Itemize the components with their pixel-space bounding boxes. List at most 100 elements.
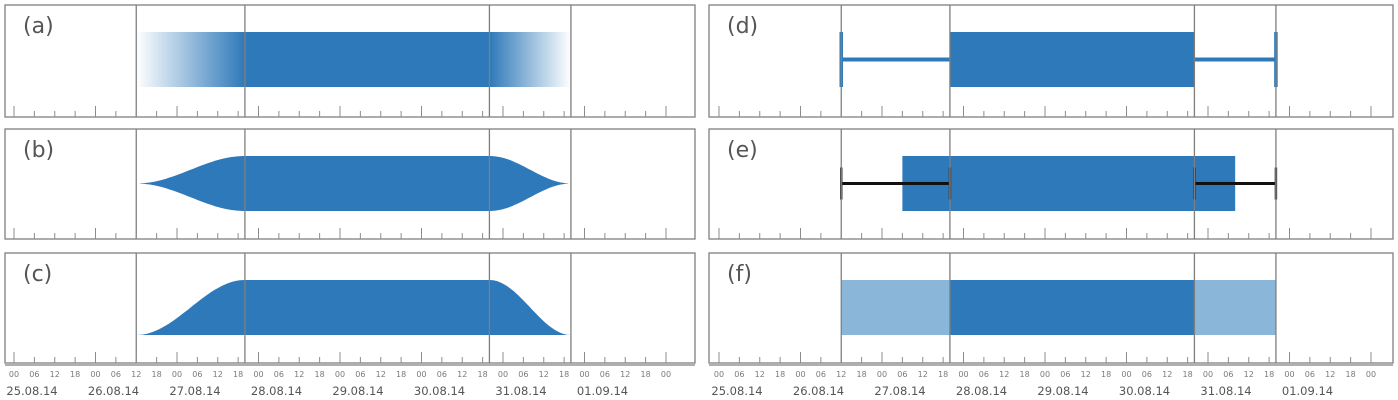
hour-tick-label: 06 — [979, 370, 989, 379]
date-tick-label: 30.08.14 — [1119, 384, 1170, 398]
hour-tick-label: 06 — [1223, 370, 1233, 379]
hour-tick-label: 18 — [559, 370, 569, 379]
hour-tick-label: 12 — [1081, 370, 1091, 379]
hour-tick-label: 18 — [70, 370, 80, 379]
hour-tick-label: 06 — [355, 370, 365, 379]
date-tick-label: 01.09.14 — [577, 384, 628, 398]
hour-tick-label: 18 — [233, 370, 243, 379]
date-tick-label: 31.08.14 — [495, 384, 546, 398]
hour-tick-label: 06 — [29, 370, 39, 379]
panel-label-e: (e) — [727, 138, 758, 163]
hour-tick-label: 18 — [1020, 370, 1030, 379]
panel-d: (d) — [708, 4, 1394, 118]
date-tick-label: 25.08.14 — [711, 384, 762, 398]
hour-tick-label: 00 — [90, 370, 100, 379]
date-tick-label: 28.08.14 — [251, 384, 302, 398]
certain-interval-bar — [244, 32, 490, 87]
hour-tick-label: 00 — [958, 370, 968, 379]
uncertain-start-gradient — [136, 32, 245, 87]
hour-tick-label: 12 — [755, 370, 765, 379]
hour-tick-label: 12 — [294, 370, 304, 379]
hour-tick-label: 06 — [1305, 370, 1315, 379]
certain-interval-box — [949, 280, 1195, 335]
hour-tick-label: 18 — [938, 370, 948, 379]
hour-tick-label: 00 — [795, 370, 805, 379]
hour-tick-label: 06 — [600, 370, 610, 379]
hour-tick-label: 06 — [518, 370, 528, 379]
date-tick-label: 29.08.14 — [1037, 384, 1088, 398]
hour-tick-label: 12 — [620, 370, 630, 379]
hour-tick-label: 12 — [836, 370, 846, 379]
hour-tick-label: 00 — [714, 370, 724, 379]
hour-tick-label: 06 — [897, 370, 907, 379]
uncertain-start-box — [841, 280, 950, 335]
panel-c: (c) — [4, 252, 696, 364]
hour-tick-label: 18 — [315, 370, 325, 379]
hour-tick-label: 12 — [457, 370, 467, 379]
panel-label-b: (b) — [23, 138, 54, 163]
time-axis-layer: 00 06 12 18 00 06 12 18 00 06 12 18 00 06 12 18 00 06 12 18… — [5, 364, 1393, 398]
date-tick-label: 01.09.14 — [1282, 384, 1333, 398]
uncertain-end-gradient — [489, 32, 571, 87]
hour-tick-label: 00 — [1121, 370, 1131, 379]
hour-tick-label: 12 — [131, 370, 141, 379]
uncertain-end-box — [1194, 280, 1276, 335]
panel-label-f: (f) — [727, 262, 752, 287]
hour-tick-label: 12 — [1244, 370, 1254, 379]
hour-tick-label: 00 — [253, 370, 263, 379]
hour-tick-label: 06 — [1142, 370, 1152, 379]
hour-tick-label: 12 — [999, 370, 1009, 379]
certain-interval-box — [949, 32, 1195, 87]
hour-tick-label: 18 — [396, 370, 406, 379]
hour-tick-label: 00 — [877, 370, 887, 379]
hour-tick-label: 18 — [478, 370, 488, 379]
panel-e: (e) — [708, 128, 1394, 240]
panel-f: (f) — [708, 252, 1394, 364]
hour-tick-label: 18 — [857, 370, 867, 379]
date-tick-label: 29.08.14 — [332, 384, 383, 398]
hour-tick-label: 12 — [1325, 370, 1335, 379]
hour-tick-label: 00 — [498, 370, 508, 379]
extended-interval-box — [902, 156, 1236, 211]
hour-tick-label: 00 — [9, 370, 19, 379]
hour-tick-label: 00 — [172, 370, 182, 379]
date-tick-label: 27.08.14 — [169, 384, 220, 398]
hour-tick-label: 18 — [641, 370, 651, 379]
hour-tick-label: 00 — [1284, 370, 1294, 379]
hour-tick-label: 06 — [1060, 370, 1070, 379]
hour-tick-label: 00 — [416, 370, 426, 379]
hour-tick-label: 18 — [152, 370, 162, 379]
hour-tick-label: 12 — [539, 370, 549, 379]
hour-tick-label: 18 — [1101, 370, 1111, 379]
hour-tick-label: 00 — [1203, 370, 1213, 379]
date-tick-label: 26.08.14 — [88, 384, 139, 398]
hour-tick-label: 00 — [1040, 370, 1050, 379]
hour-tick-label: 06 — [816, 370, 826, 379]
panel-a: (a) — [4, 4, 696, 118]
hour-tick-label: 12 — [918, 370, 928, 379]
date-tick-label: 31.08.14 — [1200, 384, 1251, 398]
panel-label-d: (d) — [727, 14, 758, 39]
hour-tick-label: 06 — [111, 370, 121, 379]
hour-tick-label: 06 — [274, 370, 284, 379]
hour-tick-label: 12 — [376, 370, 386, 379]
hour-tick-label: 06 — [734, 370, 744, 379]
hour-tick-label: 12 — [1162, 370, 1172, 379]
hour-tick-label: 00 — [335, 370, 345, 379]
date-tick-label: 27.08.14 — [874, 384, 925, 398]
panel-label-a: (a) — [23, 14, 54, 39]
date-tick-label: 25.08.14 — [6, 384, 57, 398]
date-tick-label: 30.08.14 — [414, 384, 465, 398]
hour-tick-label: 00 — [661, 370, 671, 379]
hour-tick-label: 18 — [775, 370, 785, 379]
date-tick-label: 26.08.14 — [793, 384, 844, 398]
hour-tick-label: 00 — [579, 370, 589, 379]
hour-tick-label: 06 — [437, 370, 447, 379]
hour-tick-label: 18 — [1264, 370, 1274, 379]
hour-tick-label: 12 — [213, 370, 223, 379]
hour-tick-label: 12 — [50, 370, 60, 379]
hour-tick-label: 06 — [192, 370, 202, 379]
panels-layer: (a) (b) (c) (d) (e) (f) — [4, 4, 1394, 364]
panel-label-c: (c) — [23, 262, 52, 287]
